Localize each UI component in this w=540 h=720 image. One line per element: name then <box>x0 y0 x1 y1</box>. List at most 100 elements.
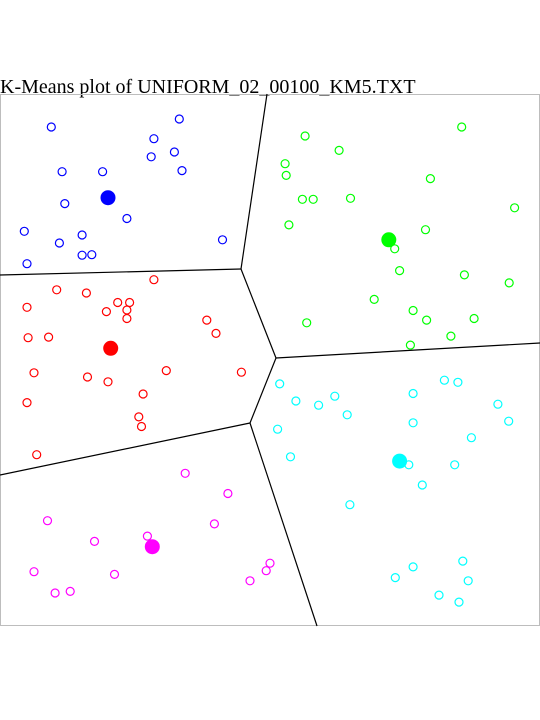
data-point-cluster-4-12 <box>273 424 283 434</box>
data-point-cluster-2-7 <box>297 194 307 204</box>
boundary-cyan-magenta <box>249 422 318 627</box>
centroid-cluster-2 <box>381 232 397 248</box>
data-point-cluster-4-2 <box>453 377 463 387</box>
data-point-cluster-2-3 <box>334 145 344 155</box>
boundary-red-magenta <box>0 422 251 476</box>
data-point-cluster-3-19 <box>138 389 148 399</box>
centroid-cluster-5 <box>144 539 160 555</box>
data-point-cluster-5-10 <box>109 569 120 580</box>
data-point-cluster-5-3 <box>42 516 53 526</box>
data-point-cluster-4-8 <box>493 399 503 409</box>
data-point-cluster-3-2 <box>52 285 62 295</box>
data-point-cluster-1-14 <box>217 235 228 245</box>
data-point-cluster-4-7 <box>314 400 324 410</box>
data-point-cluster-5-2 <box>223 488 233 499</box>
boundary-blue-green <box>240 93 268 270</box>
data-point-cluster-1-8 <box>97 167 108 177</box>
data-point-cluster-3-16 <box>236 367 246 377</box>
data-point-cluster-2-19 <box>422 315 432 325</box>
data-point-cluster-5-11 <box>245 576 255 586</box>
data-point-cluster-3-11 <box>23 333 33 343</box>
data-point-cluster-2-12 <box>420 225 431 235</box>
data-point-cluster-1-13 <box>54 238 65 248</box>
data-point-cluster-4-20 <box>408 562 418 572</box>
data-point-cluster-4-24 <box>454 597 464 607</box>
data-point-cluster-5-6 <box>142 531 152 541</box>
centroids <box>100 190 408 555</box>
data-points <box>19 114 520 607</box>
data-point-cluster-1-1 <box>46 122 56 132</box>
data-point-cluster-2-4 <box>280 159 290 169</box>
data-point-cluster-2-14 <box>395 266 405 276</box>
data-point-cluster-5-5 <box>89 536 100 547</box>
data-point-cluster-4-18 <box>345 500 355 510</box>
data-point-cluster-4-15 <box>450 460 460 470</box>
data-point-cluster-5-1 <box>180 468 190 478</box>
data-point-cluster-5-12 <box>65 586 75 597</box>
data-point-cluster-2-11 <box>284 220 294 230</box>
data-point-cluster-4-14 <box>285 452 296 462</box>
data-point-cluster-4-13 <box>466 433 476 443</box>
data-point-cluster-2-6 <box>425 174 435 184</box>
data-point-cluster-3-13 <box>211 328 221 338</box>
data-point-cluster-3-21 <box>134 412 144 422</box>
data-point-cluster-3-3 <box>81 288 92 298</box>
data-point-cluster-1-3 <box>149 134 159 144</box>
data-point-cluster-2-22 <box>446 331 456 341</box>
boundary-red-cyan <box>249 357 277 424</box>
data-point-cluster-3-6 <box>22 302 32 312</box>
data-point-cluster-3-8 <box>122 305 132 315</box>
data-point-cluster-2-15 <box>459 270 469 280</box>
data-point-cluster-2-9 <box>345 193 356 203</box>
data-point-cluster-1-10 <box>122 213 132 224</box>
data-point-cluster-2-18 <box>408 305 418 316</box>
data-point-cluster-4-19 <box>458 556 468 566</box>
boundary-blue-red <box>0 268 242 276</box>
data-point-cluster-4-5 <box>291 396 301 406</box>
data-point-cluster-5-9 <box>29 567 39 577</box>
data-point-cluster-4-10 <box>504 416 514 426</box>
data-point-cluster-5-4 <box>209 519 219 529</box>
plot-frame <box>0 94 540 626</box>
data-point-cluster-1-15 <box>77 250 87 260</box>
data-point-cluster-5-13 <box>50 588 60 598</box>
data-point-cluster-4-9 <box>342 410 352 420</box>
data-point-cluster-5-8 <box>261 566 271 576</box>
boundary-green-cyan <box>275 342 540 359</box>
data-point-cluster-4-6 <box>330 391 340 401</box>
data-point-cluster-2-8 <box>308 194 318 204</box>
data-point-cluster-4-22 <box>463 576 473 586</box>
data-point-cluster-4-21 <box>390 572 400 583</box>
data-point-cluster-2-2 <box>300 131 310 141</box>
data-point-cluster-3-1 <box>149 275 159 285</box>
data-point-cluster-3-23 <box>32 450 42 460</box>
data-point-cluster-1-5 <box>146 152 156 162</box>
data-point-cluster-1-11 <box>19 226 29 236</box>
data-point-cluster-4-3 <box>275 379 285 389</box>
data-point-cluster-3-20 <box>22 398 32 408</box>
data-point-cluster-2-10 <box>509 203 520 213</box>
data-point-cluster-3-4 <box>113 297 123 308</box>
data-point-cluster-3-17 <box>82 372 93 382</box>
data-point-cluster-1-17 <box>22 259 32 269</box>
data-point-cluster-1-2 <box>174 114 184 124</box>
data-point-cluster-2-5 <box>281 170 291 180</box>
data-point-cluster-1-9 <box>60 199 70 209</box>
data-point-cluster-3-22 <box>136 421 147 432</box>
data-point-cluster-4-4 <box>408 388 418 399</box>
data-point-cluster-4-1 <box>439 375 449 385</box>
data-point-cluster-3-5 <box>125 297 135 308</box>
data-point-cluster-4-17 <box>417 480 427 490</box>
data-point-cluster-2-1 <box>457 122 467 132</box>
data-point-cluster-2-17 <box>369 294 379 304</box>
data-point-cluster-4-23 <box>434 590 444 600</box>
data-point-cluster-2-21 <box>302 318 312 328</box>
data-point-cluster-3-9 <box>122 313 132 324</box>
data-point-cluster-5-7 <box>265 558 275 568</box>
data-point-cluster-3-12 <box>43 332 54 342</box>
data-point-cluster-1-12 <box>77 230 87 240</box>
boundary-red-green <box>240 268 277 359</box>
data-point-cluster-2-23 <box>405 340 415 350</box>
data-point-cluster-3-14 <box>29 368 39 378</box>
